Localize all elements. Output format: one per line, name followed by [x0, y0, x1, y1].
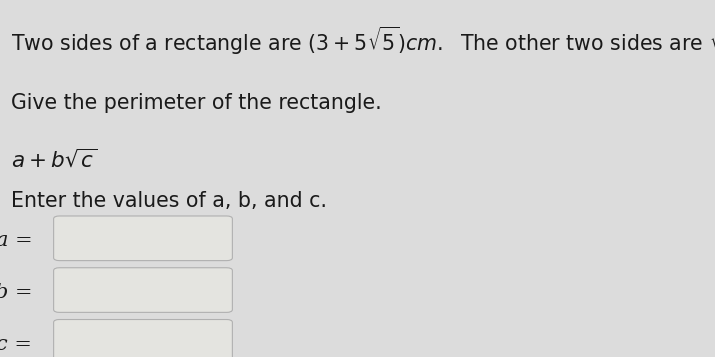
FancyBboxPatch shape	[54, 320, 232, 357]
Text: b =: b =	[0, 283, 32, 302]
Text: Two sides of a rectangle are $(3+5\sqrt{5})cm.$  The other two sides are $\sqrt{: Two sides of a rectangle are $(3+5\sqrt{…	[11, 25, 715, 57]
Text: Enter the values of a, b, and c.: Enter the values of a, b, and c.	[11, 191, 327, 211]
Text: $a+b\sqrt{c}$: $a+b\sqrt{c}$	[11, 148, 97, 171]
Text: a =: a =	[0, 231, 32, 251]
FancyBboxPatch shape	[54, 216, 232, 261]
Text: Give the perimeter of the rectangle.: Give the perimeter of the rectangle.	[11, 93, 382, 113]
FancyBboxPatch shape	[54, 268, 232, 312]
Text: c =: c =	[0, 335, 32, 354]
